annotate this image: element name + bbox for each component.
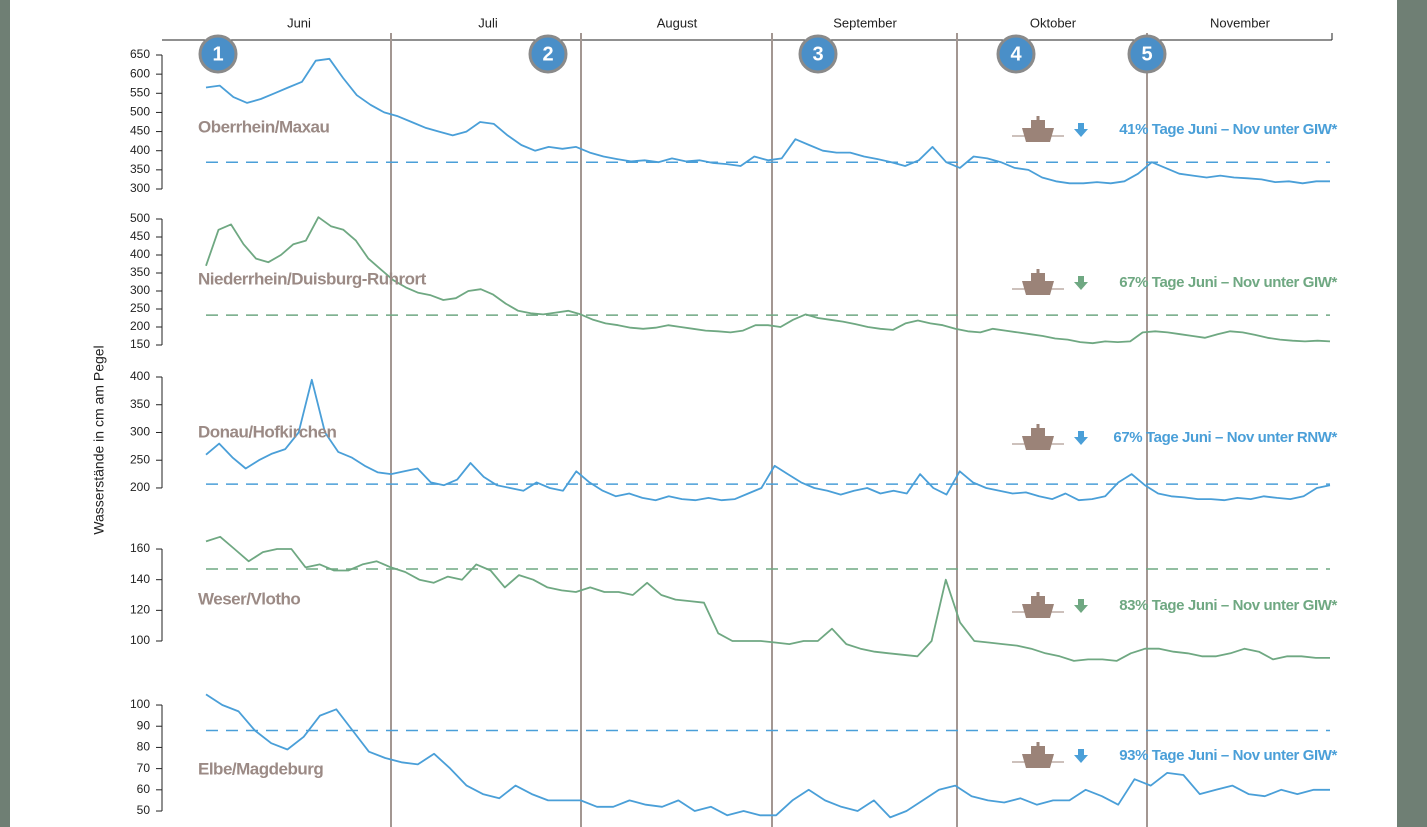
y-tick-label: 450 — [130, 124, 150, 138]
down-arrow — [1074, 599, 1088, 613]
y-tick-label: 60 — [137, 782, 151, 796]
month-label: November — [1210, 15, 1271, 30]
marker-label: 1 — [212, 43, 223, 65]
data-line — [205, 216, 1331, 345]
y-tick-label: 50 — [137, 803, 151, 817]
annotation: 67% Tage Juni – Nov unter RNW* — [1113, 429, 1337, 446]
data-line — [205, 535, 1330, 662]
ship-cabin — [1031, 596, 1045, 604]
ship-mast — [1036, 116, 1040, 121]
ship-icon — [1012, 116, 1064, 142]
y-tick-label: 400 — [130, 247, 150, 261]
y-tick-label: 450 — [130, 229, 150, 243]
station-title: Weser/Vlotho — [198, 589, 300, 608]
down-arrow — [1074, 749, 1088, 763]
ship-mast — [1036, 424, 1040, 429]
y-tick-label: 120 — [130, 603, 150, 617]
ship-hull — [1022, 128, 1054, 142]
annotation: 41% Tage Juni – Nov unter GIW* — [1119, 121, 1337, 138]
y-tick-label: 400 — [130, 143, 150, 157]
y-tick-label: 100 — [130, 633, 150, 647]
y-tick-label: 70 — [137, 761, 151, 775]
y-tick-label: 160 — [130, 541, 150, 555]
ship-icon — [1012, 269, 1064, 295]
y-tick-label: 400 — [130, 369, 150, 383]
ship-mast — [1036, 592, 1040, 597]
data-line — [205, 693, 1330, 819]
y-tick-label: 300 — [130, 425, 150, 439]
y-tick-label: 350 — [130, 265, 150, 279]
ship-icon — [1012, 742, 1064, 768]
y-axis-label: Wasserstände in cm am Pegel — [91, 345, 107, 534]
station-title: Oberrhein/Maxau — [198, 117, 329, 136]
station-title: Donau/Hofkirchen — [198, 422, 337, 441]
ship-icon — [1012, 592, 1064, 618]
station-title: Elbe/Magdeburg — [198, 759, 323, 778]
marker-label: 4 — [1010, 43, 1022, 65]
down-arrow — [1074, 276, 1088, 290]
y-tick-label: 300 — [130, 181, 150, 195]
y-tick-label: 550 — [130, 85, 150, 99]
ship-cabin — [1031, 428, 1045, 436]
ship-hull — [1022, 604, 1054, 618]
ship-cabin — [1031, 273, 1045, 281]
data-line — [205, 378, 1331, 502]
y-tick-label: 600 — [130, 66, 150, 80]
y-tick-label: 80 — [137, 740, 151, 754]
marker-circle — [1127, 34, 1167, 74]
marker-circle — [798, 34, 838, 74]
y-tick-label: 500 — [130, 211, 150, 225]
y-tick-label: 100 — [130, 697, 150, 711]
ship-cabin — [1031, 120, 1045, 128]
y-tick-label: 150 — [130, 337, 150, 351]
y-tick-label: 250 — [130, 301, 150, 315]
marker-circle — [198, 34, 238, 74]
ship-hull — [1022, 436, 1054, 450]
y-tick-label: 200 — [130, 319, 150, 333]
down-arrow — [1074, 123, 1088, 137]
station-title: Niederrhein/Duisburg-Ruhrort — [198, 269, 427, 288]
y-tick-label: 350 — [130, 397, 150, 411]
y-tick-label: 300 — [130, 283, 150, 297]
month-label: August — [657, 15, 698, 30]
chart-background — [10, 0, 1397, 827]
y-tick-label: 250 — [130, 452, 150, 466]
marker-label: 3 — [812, 43, 823, 65]
data-line — [205, 57, 1330, 185]
y-tick-label: 90 — [137, 718, 151, 732]
ship-mast — [1036, 269, 1040, 274]
annotation: 93% Tage Juni – Nov unter GIW* — [1119, 747, 1337, 764]
ship-icon — [1012, 424, 1064, 450]
down-arrow — [1074, 431, 1088, 445]
marker-label: 5 — [1141, 43, 1152, 65]
ship-mast — [1036, 742, 1040, 747]
annotation: 83% Tage Juni – Nov unter GIW* — [1119, 597, 1337, 614]
ship-hull — [1022, 281, 1054, 295]
y-tick-label: 140 — [130, 572, 150, 586]
y-tick-label: 500 — [130, 105, 150, 119]
month-label: September — [833, 15, 897, 30]
marker-circle — [996, 34, 1036, 74]
ship-cabin — [1031, 746, 1045, 754]
y-tick-label: 350 — [130, 162, 150, 176]
month-label: Juli — [478, 15, 498, 30]
y-tick-label: 200 — [130, 480, 150, 494]
marker-label: 2 — [542, 43, 553, 65]
month-label: Oktober — [1030, 15, 1077, 30]
ship-hull — [1022, 754, 1054, 768]
annotation: 67% Tage Juni – Nov unter GIW* — [1119, 274, 1337, 291]
month-label: Juni — [287, 15, 311, 30]
y-tick-label: 650 — [130, 47, 150, 61]
marker-circle — [528, 34, 568, 74]
